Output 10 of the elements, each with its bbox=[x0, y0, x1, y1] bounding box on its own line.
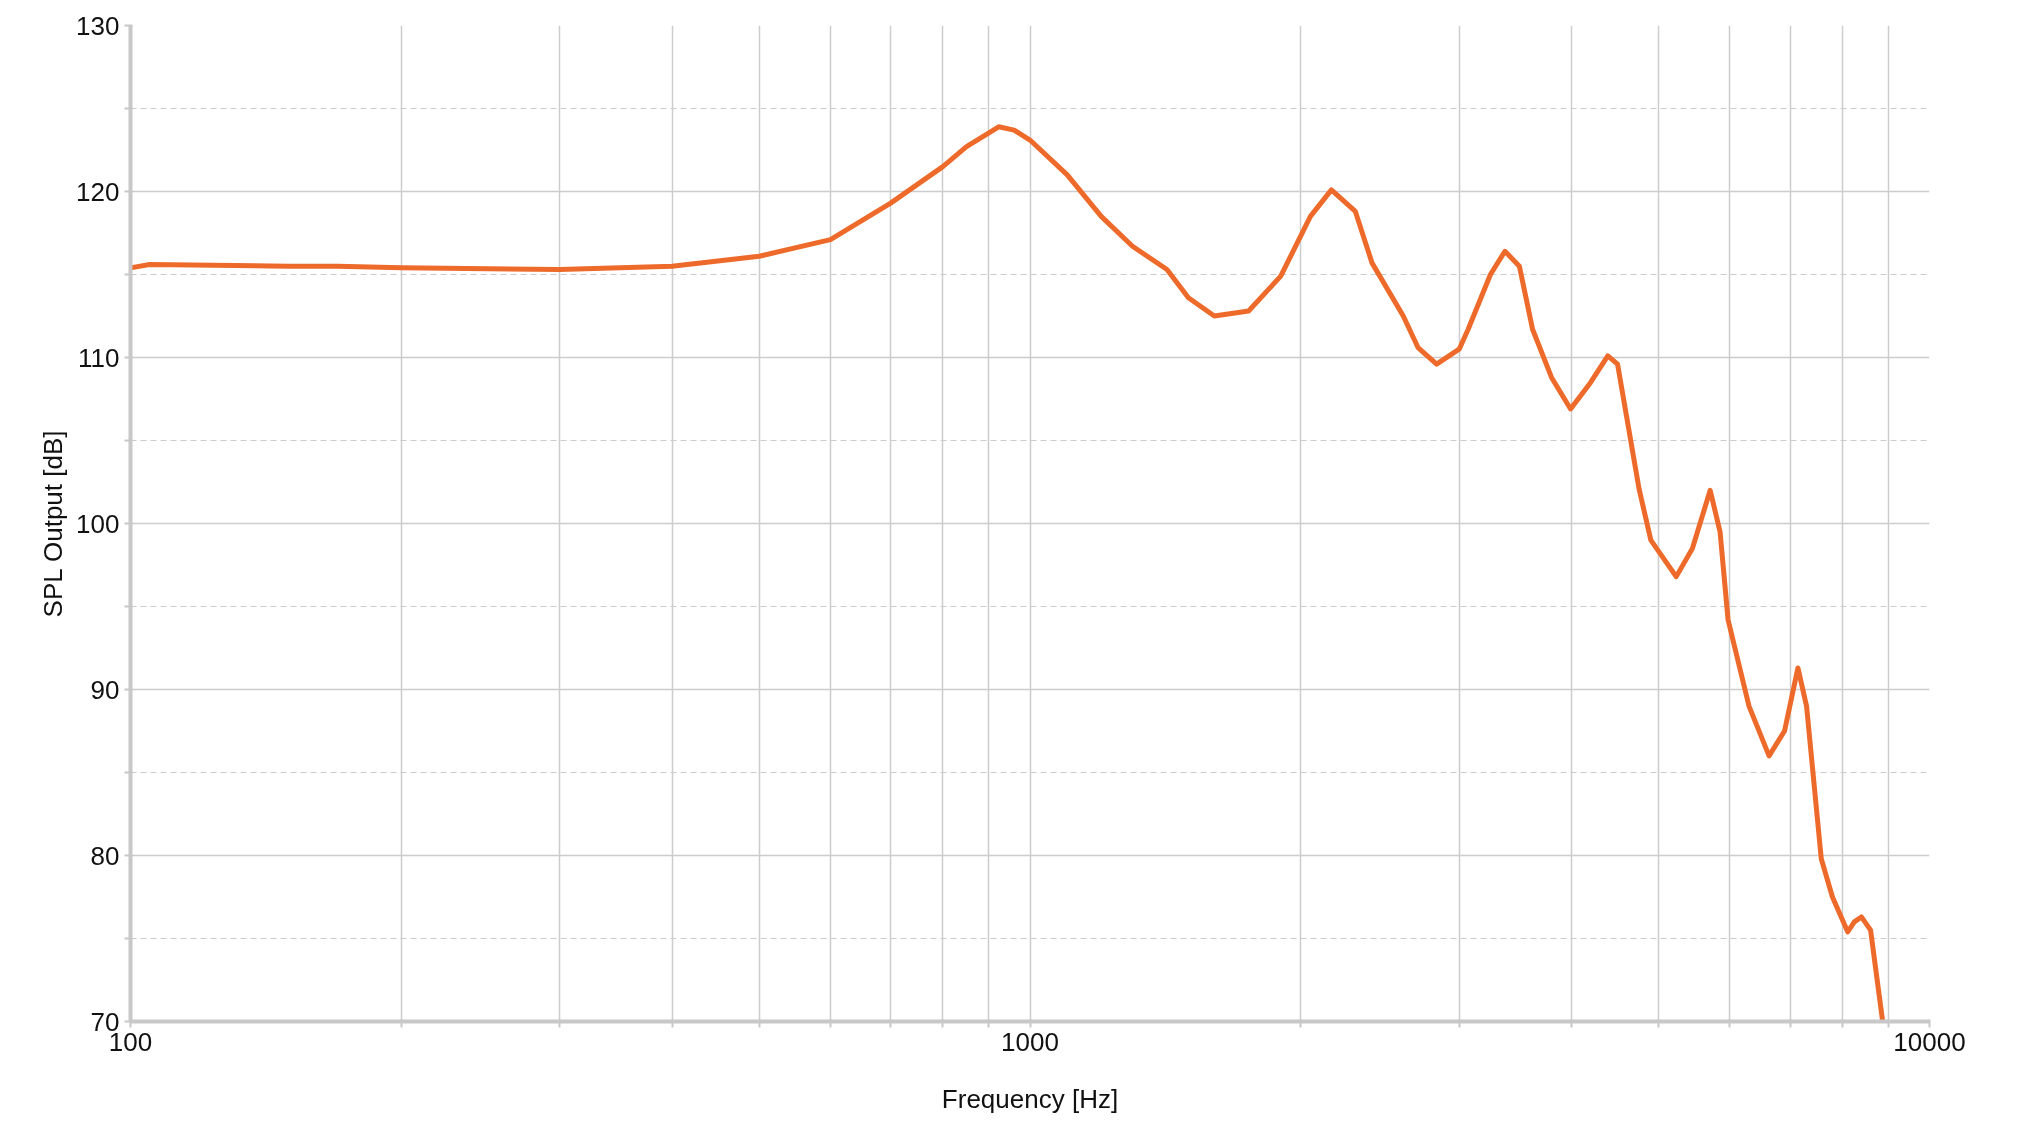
y-tick-label: 120 bbox=[76, 176, 120, 207]
x-tick-label: 10000 bbox=[1893, 1026, 1966, 1057]
y-tick-label: 100 bbox=[76, 508, 120, 539]
y-axis-title: SPL Output [dB] bbox=[38, 430, 69, 618]
x-axis-title: Frequency [Hz] bbox=[941, 1083, 1119, 1114]
x-tick-label: 1000 bbox=[1001, 1026, 1059, 1057]
y-tick-label: 80 bbox=[90, 840, 120, 871]
y-tick-label: 130 bbox=[76, 10, 120, 41]
y-tick-label: 90 bbox=[90, 674, 120, 705]
y-tick-label: 110 bbox=[78, 342, 120, 373]
